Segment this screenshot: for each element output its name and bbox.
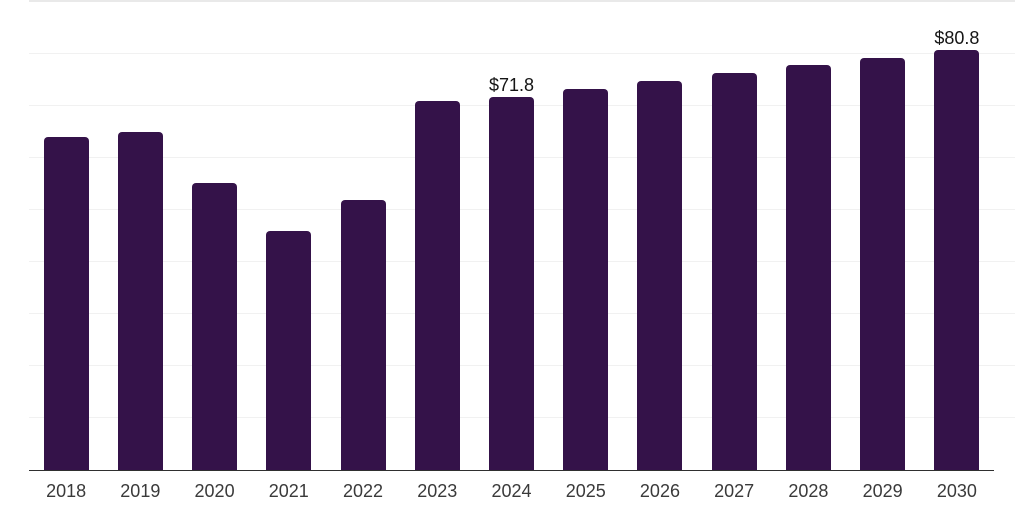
x-tick-2020: 2020 bbox=[194, 481, 235, 501]
gridline-90 bbox=[29, 0, 1015, 2]
x-axis-labels: 2018 2019 2020 2021 2022 2023 2024 2025 2026 2027… bbox=[29, 481, 994, 505]
bar-2028 bbox=[785, 65, 831, 470]
x-tick-2029: 2029 bbox=[862, 481, 903, 501]
x-tick-2023: 2023 bbox=[417, 481, 458, 501]
x-tick-2030: 2030 bbox=[936, 481, 977, 501]
bar-2025 bbox=[563, 88, 609, 470]
bar-2020 bbox=[192, 182, 238, 470]
bar-2019 bbox=[117, 132, 163, 470]
bar-2027 bbox=[711, 73, 757, 470]
bar-value-label-2030: $80.8 bbox=[934, 27, 980, 48]
bar-2018 bbox=[43, 137, 89, 470]
x-tick-2019: 2019 bbox=[120, 481, 161, 501]
bar-2022 bbox=[340, 199, 386, 470]
bar-2030 bbox=[934, 49, 980, 470]
bar-2029 bbox=[860, 58, 906, 470]
x-tick-2022: 2022 bbox=[343, 481, 384, 501]
x-tick-2018: 2018 bbox=[46, 481, 87, 501]
gridline-80 bbox=[29, 53, 1015, 54]
x-tick-2028: 2028 bbox=[788, 481, 829, 501]
bar-2021 bbox=[266, 231, 312, 470]
bar-2026 bbox=[637, 80, 683, 470]
x-tick-2026: 2026 bbox=[639, 481, 680, 501]
x-tick-2025: 2025 bbox=[565, 481, 606, 501]
x-tick-2021: 2021 bbox=[268, 481, 309, 501]
x-tick-2027: 2027 bbox=[714, 481, 755, 501]
x-axis-line bbox=[29, 469, 994, 471]
x-tick-2024: 2024 bbox=[491, 481, 532, 501]
bar-value-label-2024: $71.8 bbox=[488, 74, 535, 95]
plot-area: $71.8 $80.8 bbox=[29, 0, 1015, 471]
bar-2023 bbox=[414, 101, 460, 470]
bar-2024 bbox=[489, 96, 534, 470]
